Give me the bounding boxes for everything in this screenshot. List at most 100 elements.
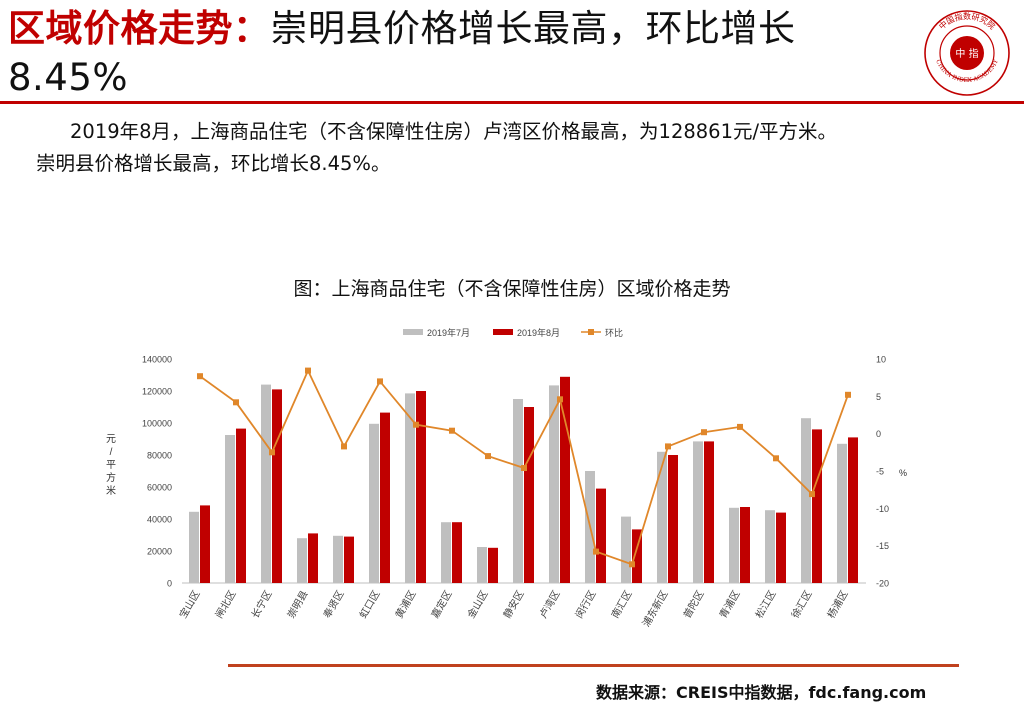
x-tick-label: 杨浦区 — [824, 588, 850, 620]
x-tick-label: 虹口区 — [357, 589, 382, 621]
y-tick-label: 140000 — [142, 355, 172, 365]
bar-jul — [405, 393, 415, 583]
summary-text: 2019年8月，上海商品住宅（不含保障性住房）卢湾区价格最高，为128861元/… — [36, 116, 996, 180]
bar-aug — [812, 429, 822, 583]
x-tick-label: 徐汇区 — [788, 588, 814, 620]
x-tick-label: 崇明县 — [285, 589, 310, 621]
y-tick-label: 0 — [167, 579, 172, 589]
y2-tick-label: 10 — [876, 355, 886, 365]
x-tick-label: 黄浦区 — [392, 588, 418, 620]
summary-paragraph-1: 2019年8月，上海商品住宅（不含保障性住房）卢湾区价格最高，为128861元/… — [70, 120, 838, 143]
bar-jul — [441, 522, 451, 583]
y2-tick-label: 0 — [876, 429, 881, 439]
bar-jul — [513, 399, 523, 583]
bar-jul — [225, 435, 235, 583]
bar-jul — [657, 451, 667, 583]
y-axis-label: 平 — [106, 460, 116, 471]
source-divider — [228, 664, 959, 667]
x-tick-label: 宝山区 — [176, 588, 202, 620]
bar-jul — [297, 538, 307, 583]
y-tick-label: 40000 — [147, 515, 172, 525]
bar-aug — [596, 488, 606, 583]
y2-tick-label: -5 — [876, 467, 884, 477]
bar-aug — [416, 391, 426, 583]
bar-aug — [488, 547, 498, 583]
bar-jul — [729, 507, 739, 583]
bar-jul — [477, 547, 487, 583]
x-tick-label: 嘉定区 — [428, 588, 454, 620]
bar-aug — [524, 407, 534, 583]
mom-point — [665, 443, 671, 450]
y2-axis-label: % — [899, 468, 907, 478]
bar-aug — [200, 505, 210, 583]
bar-jul — [693, 441, 703, 583]
legend-swatch-marker — [588, 329, 594, 335]
data-source: 数据来源：CREIS中指数据，fdc.fang.com — [596, 683, 927, 702]
mom-point — [305, 367, 311, 374]
mom-point — [233, 399, 239, 406]
bar-jul — [621, 516, 631, 583]
y-tick-label: 120000 — [142, 387, 172, 397]
x-tick-label: 闵行区 — [572, 588, 598, 620]
y2-tick-label: -15 — [876, 541, 889, 551]
bar-jul — [765, 510, 775, 583]
bar-jul — [369, 423, 379, 583]
summary-paragraph-2: 崇明县价格增长最高，环比增长8.45%。 — [36, 152, 391, 175]
mom-point — [269, 449, 275, 456]
y-axis-label: 元 — [106, 434, 116, 445]
y-tick-label: 80000 — [147, 451, 172, 461]
logo-ring-cn: 中国指数研究院 — [937, 11, 998, 31]
legend-label-1: 2019年7月 — [427, 327, 470, 338]
bar-aug — [272, 389, 282, 583]
x-tick-label: 长宁区 — [248, 588, 274, 620]
bar-aug — [344, 536, 354, 583]
x-tick-label: 普陀区 — [680, 588, 706, 620]
y-axis-label: 方 — [106, 471, 116, 484]
mom-point — [701, 429, 707, 436]
logo-center-text: 中 指 — [955, 47, 978, 60]
bar-aug — [704, 441, 714, 583]
mom-point — [341, 443, 347, 450]
bar-aug — [308, 533, 318, 583]
y-axis-label: / — [110, 447, 113, 458]
y-axis-label: 米 — [106, 484, 116, 497]
mom-point — [809, 491, 815, 498]
title-highlight: 区域价格走势： — [8, 7, 271, 50]
mom-point — [377, 378, 383, 385]
x-tick-label: 松江区 — [752, 588, 778, 620]
y2-tick-label: -10 — [876, 504, 889, 514]
title-rest: 崇明县价格增长最高，环比增长8.45% — [8, 7, 796, 99]
x-tick-label: 卢湾区 — [536, 588, 562, 620]
legend-label-2: 2019年8月 — [517, 327, 560, 338]
mom-point — [845, 391, 851, 398]
legend-swatch-2 — [493, 329, 513, 335]
bar-jul — [189, 511, 199, 583]
x-tick-label: 浦东新区 — [639, 588, 670, 629]
bar-aug — [632, 529, 642, 583]
bar-jul — [549, 385, 559, 583]
x-tick-label: 静安区 — [500, 588, 526, 620]
mom-point — [413, 421, 419, 428]
bar-aug — [452, 522, 462, 583]
bar-aug — [668, 455, 678, 583]
bar-jul — [333, 535, 343, 583]
y-tick-label: 20000 — [147, 547, 172, 557]
mom-point — [449, 427, 455, 434]
title-divider — [0, 101, 1024, 104]
y2-tick-label: 5 — [876, 392, 881, 402]
x-tick-label: 金山区 — [464, 588, 490, 620]
legend-label-3: 环比 — [605, 327, 623, 338]
bar-jul — [837, 443, 847, 583]
x-tick-label: 闸北区 — [212, 588, 238, 620]
y-tick-label: 100000 — [142, 419, 172, 429]
chart-title: 图：上海商品住宅（不含保障性住房）区域价格走势 — [293, 278, 731, 300]
x-tick-label: 南汇区 — [608, 588, 634, 620]
bar-aug — [380, 412, 390, 583]
bar-jul — [801, 418, 811, 583]
price-trend-chart: 2019年7月 2019年8月 环比020000400006000080000100… — [106, 327, 907, 629]
bar-aug — [740, 507, 750, 583]
mom-point — [485, 453, 491, 460]
mom-point — [521, 465, 527, 471]
mom-point — [557, 396, 563, 403]
y2-tick-label: -20 — [876, 579, 889, 589]
